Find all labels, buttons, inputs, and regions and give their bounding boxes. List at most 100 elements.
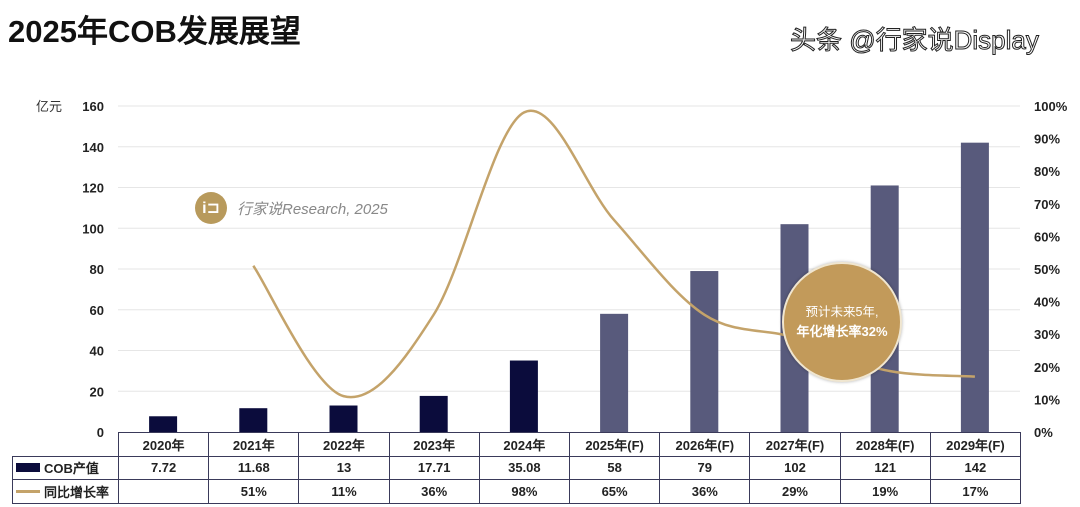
- value-cell: 11.68: [208, 455, 300, 480]
- bar-2025年(F): [600, 313, 629, 432]
- y2-tick-label: 60%: [1034, 229, 1060, 244]
- growth-cell-text: 17%: [962, 483, 989, 499]
- y2-tick-label: 80%: [1034, 164, 1060, 179]
- y2-tick-label: 30%: [1034, 327, 1060, 342]
- category-header-text: 2029年(F): [946, 437, 1005, 453]
- bar-2029年(F): [960, 142, 989, 433]
- value-cell-text: 7.72: [150, 460, 177, 476]
- y-tick-label: 140: [82, 140, 104, 155]
- bar-2021年: [239, 408, 268, 432]
- category-header-text: 2022年: [323, 437, 365, 453]
- category-header-text: 2026年(F): [675, 437, 735, 453]
- cagr-annotation: 预计未来5年, 年化增长率32%: [782, 262, 902, 382]
- y2-tick-label: 10%: [1034, 392, 1060, 407]
- category-header-text: 2020年: [142, 437, 185, 453]
- category-header-text: 2023年: [413, 437, 456, 453]
- value-cell-text: 13: [336, 460, 352, 476]
- value-cell: 79: [659, 455, 751, 480]
- bar-2023年: [419, 395, 448, 432]
- y2-tick-label: 20%: [1034, 360, 1060, 375]
- growth-cell: 51%: [208, 479, 300, 504]
- y-tick-label: 100: [82, 221, 104, 236]
- value-cell: 58: [569, 455, 661, 480]
- growth-cell-text: 29%: [781, 483, 808, 499]
- category-header: 2021年: [208, 432, 300, 457]
- category-header: 2026年(F): [659, 432, 751, 457]
- value-cell-text: 35.08: [508, 460, 541, 476]
- bar-2022年: [329, 405, 358, 432]
- y-tick-label: 60: [90, 303, 104, 318]
- category-header: 2024年: [478, 432, 570, 457]
- annotation-line1: 预计未来5年,: [805, 305, 879, 319]
- y2-tick-label: 90%: [1034, 132, 1060, 147]
- category-header: 2027年(F): [749, 432, 841, 457]
- growth-cell: 29%: [749, 479, 841, 504]
- value-cell-text: 121: [874, 460, 897, 476]
- legend-swatch-bar-icon: [16, 463, 40, 473]
- value-cell-text: 58: [607, 460, 622, 476]
- category-header: 2028年(F): [839, 432, 931, 457]
- growth-cell-text: 36%: [691, 483, 718, 499]
- category-header: 2023年: [388, 432, 480, 457]
- growth-cell-text: 51%: [240, 483, 267, 499]
- bar-2024年: [509, 360, 538, 432]
- footer-watermark: 头条 @行家说Display: [790, 25, 1040, 56]
- category-header: 2022年: [298, 432, 390, 457]
- legend-growth-rate: 同比增长率: [12, 479, 119, 504]
- y2-tick-label: 100%: [1034, 99, 1068, 114]
- category-header-text: 2024年: [503, 437, 546, 453]
- growth-cell-text: 11%: [331, 483, 357, 499]
- value-cell: 35.08: [478, 455, 570, 480]
- value-cell: 102: [749, 455, 841, 480]
- y2-tick-label: 50%: [1034, 262, 1060, 277]
- research-watermark-text: 行家说Research, 2025: [237, 200, 388, 218]
- category-header: 2020年: [118, 432, 210, 457]
- y-tick-label: 40: [90, 344, 104, 359]
- y-tick-label: 160: [82, 99, 104, 114]
- value-cell-text: 79: [697, 460, 713, 476]
- legend-growth-rate-label: 同比增长率: [44, 484, 110, 500]
- growth-cell: 19%: [839, 479, 931, 504]
- annotation-line2: 年化增长率32%: [796, 324, 888, 339]
- growth-cell: 11%: [298, 479, 390, 504]
- category-header: 2029年(F): [929, 432, 1021, 457]
- y2-tick-label: 40%: [1034, 295, 1060, 310]
- y2-tick-label: 0%: [1034, 425, 1053, 440]
- legend-cob-value-label: COB产值: [44, 461, 99, 477]
- legend-cob-value: COB产值: [12, 455, 119, 480]
- value-cell: 121: [839, 455, 931, 480]
- bar-2020年: [149, 416, 178, 432]
- value-cell: 142: [929, 455, 1021, 480]
- growth-cell: 36%: [388, 479, 480, 504]
- y2-tick-label: 70%: [1034, 197, 1060, 212]
- y-tick-label: 120: [82, 181, 104, 196]
- value-cell: 7.72: [118, 455, 210, 480]
- category-header-text: 2025年(F): [585, 437, 644, 453]
- value-cell: 13: [298, 455, 390, 480]
- y-tick-label: 0: [97, 425, 104, 440]
- growth-cell: 98%: [478, 479, 570, 504]
- value-cell: 17.71: [388, 455, 480, 480]
- growth-cell-text: 65%: [601, 483, 628, 499]
- growth-cell-text: 36%: [421, 483, 448, 499]
- growth-cell-text: 98%: [511, 483, 538, 499]
- growth-cell: 36%: [659, 479, 751, 504]
- value-cell-text: 142: [964, 460, 987, 476]
- legend-swatch-line-icon: [16, 489, 40, 493]
- y-axis-unit-label: 亿元: [36, 99, 63, 114]
- category-header-text: 2028年(F): [855, 437, 915, 453]
- value-cell-text: 11.68: [237, 460, 270, 476]
- y-tick-label: 80: [90, 262, 104, 277]
- bar-2026年(F): [690, 271, 719, 432]
- brand-logo-icon: i⊐: [195, 192, 227, 224]
- growth-cell-text: 19%: [872, 483, 899, 499]
- research-watermark: i⊐ 行家说Research, 2025: [195, 192, 388, 224]
- value-cell-text: 17.71: [417, 460, 451, 476]
- page-title: 2025年COB发展展望: [8, 14, 301, 49]
- category-header: 2025年(F): [569, 432, 661, 457]
- growth-cell: [118, 479, 210, 504]
- growth-cell: 17%: [929, 479, 1021, 504]
- category-header-text: 2021年: [232, 437, 275, 453]
- growth-cell: 65%: [569, 479, 661, 504]
